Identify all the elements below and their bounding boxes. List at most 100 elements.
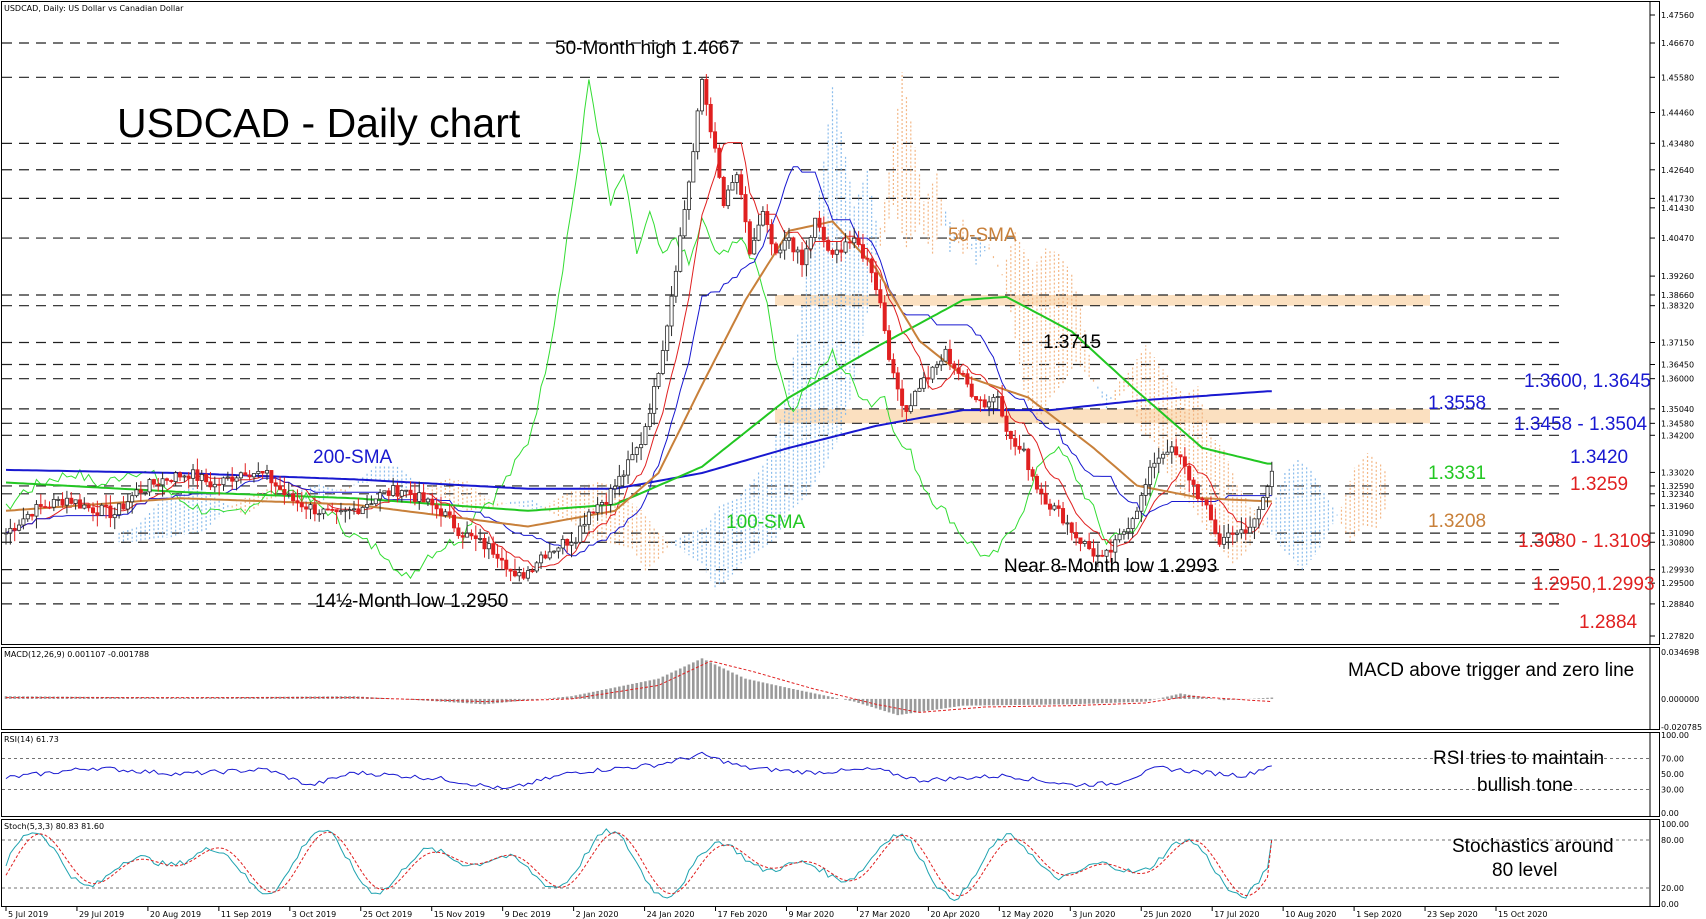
price-axis-label: 1.32340	[1661, 490, 1694, 499]
candle-body	[804, 248, 809, 266]
candle-body	[4, 532, 9, 535]
rsi-note-1: RSI tries to maintain	[1433, 748, 1604, 769]
candle-body	[69, 497, 74, 504]
rsi-note-2: bullish tone	[1477, 775, 1573, 796]
candle-body	[591, 511, 596, 514]
candle-body	[578, 525, 583, 543]
candle-body	[108, 505, 113, 519]
candle-body	[347, 509, 352, 512]
candle-body	[425, 498, 430, 503]
candle-body	[882, 302, 887, 332]
price-axis-label: 1.41430	[1661, 204, 1694, 213]
candle-body	[943, 348, 948, 362]
candle-body	[1191, 479, 1196, 485]
candle-body	[521, 572, 526, 579]
macd-title: MACD(12,26,9) 0.001107 -0.001788	[4, 650, 149, 659]
candle-body	[491, 543, 496, 555]
candle-body	[682, 209, 687, 237]
candle-body	[1230, 532, 1235, 535]
candle-body	[1091, 548, 1096, 557]
time-axis-label: 17 Jul 2020	[1214, 910, 1259, 919]
level-13420-label: 1.3420	[1570, 447, 1628, 468]
candle-body	[656, 373, 661, 387]
price-axis-label: 1.46670	[1661, 39, 1694, 48]
price-panel-frame	[1, 1, 1660, 645]
sma-line-100-sma	[5, 295, 1272, 512]
candle-body	[1078, 537, 1083, 544]
rsi-title: RSI(14) 61.73	[4, 735, 59, 744]
candle-body	[673, 270, 678, 297]
candle-body	[560, 538, 565, 549]
candle-body	[199, 474, 204, 481]
price-axis-label: 1.38660	[1661, 291, 1694, 300]
candle-body	[1222, 536, 1227, 545]
candle-body	[730, 182, 735, 191]
level-13458-label: 1.3458 - 1.3504	[1514, 414, 1648, 435]
candle-body	[1195, 484, 1200, 500]
candle-body	[177, 472, 182, 478]
candle-body	[1261, 497, 1266, 510]
candle-body	[556, 547, 561, 552]
candle-body	[917, 387, 922, 392]
candle-body	[769, 224, 774, 245]
candle-body	[1217, 533, 1222, 545]
candle-body	[1156, 457, 1161, 464]
level-12884-label: 1.2884	[1579, 612, 1638, 633]
price-candles	[4, 74, 1274, 582]
candle-body	[939, 360, 944, 366]
candle-body	[1235, 532, 1240, 535]
candle-body	[765, 211, 770, 225]
candle-body	[1200, 498, 1205, 501]
candle-body	[747, 221, 752, 255]
sma50-label: 50-SMA	[948, 225, 1017, 246]
candle-body	[904, 405, 909, 412]
candle-body	[77, 499, 82, 509]
candle-body	[569, 542, 574, 546]
candle-body	[865, 257, 870, 260]
candle-body	[1256, 509, 1261, 520]
price-axis-label: 1.42640	[1661, 166, 1694, 175]
candle-body	[473, 535, 478, 540]
candle-body	[434, 504, 439, 510]
candle-body	[204, 474, 209, 483]
candle-body	[860, 244, 865, 259]
candle-body	[278, 485, 283, 490]
candle-body	[1226, 532, 1231, 538]
macd-note: MACD above trigger and zero line	[1348, 660, 1634, 681]
candle-body	[843, 241, 848, 253]
candle-body	[125, 501, 130, 510]
sma-line-200-sma	[5, 390, 1272, 490]
candle-body	[969, 383, 974, 397]
candle-body	[1152, 462, 1157, 468]
time-axis-label: 3 Jun 2020	[1072, 910, 1115, 919]
candle-body	[1021, 448, 1026, 451]
candle-body	[599, 502, 604, 506]
macd-axis-label: -0.020785	[1661, 723, 1702, 732]
candle-body	[317, 513, 322, 516]
candle-body	[634, 447, 639, 455]
candle-body	[395, 485, 400, 497]
candle-body	[217, 483, 222, 486]
candle-body	[260, 470, 265, 474]
time-axis-label: 1 Sep 2020	[1356, 910, 1402, 919]
candle-body	[739, 174, 744, 195]
candle-body	[1161, 453, 1166, 459]
candle-body	[208, 481, 213, 488]
candle-body	[82, 504, 87, 509]
candle-body	[778, 249, 783, 254]
candle-body	[195, 469, 200, 481]
rsi-axis-label: 50.00	[1661, 770, 1684, 779]
candle-body	[1104, 549, 1109, 557]
candle-body	[1065, 522, 1070, 525]
candle-body	[230, 476, 235, 482]
candle-body	[756, 224, 761, 241]
candle-body	[1143, 484, 1148, 496]
candle-body	[700, 79, 705, 112]
candle-body	[1269, 470, 1274, 488]
price-axis-label: 1.44460	[1661, 109, 1694, 118]
candle-body	[169, 480, 174, 482]
time-axis-label: 29 Jul 2019	[79, 910, 124, 919]
candle-body	[156, 483, 161, 486]
stoch-panel-frame	[1, 819, 1660, 907]
candle-body	[826, 239, 831, 251]
